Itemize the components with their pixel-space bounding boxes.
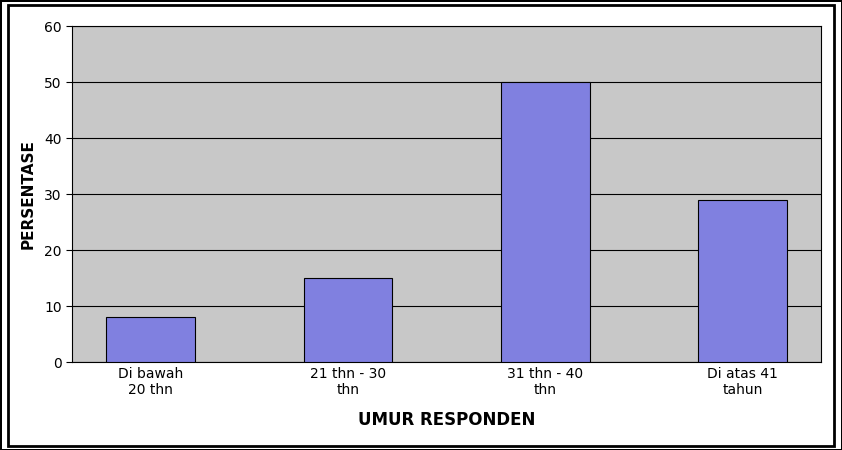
Bar — [106, 317, 195, 362]
Y-axis label: PERSENTASE: PERSENTASE — [21, 140, 36, 249]
Bar — [698, 200, 787, 362]
Bar — [501, 82, 589, 362]
Bar — [304, 278, 392, 362]
X-axis label: UMUR RESPONDEN: UMUR RESPONDEN — [358, 411, 536, 429]
